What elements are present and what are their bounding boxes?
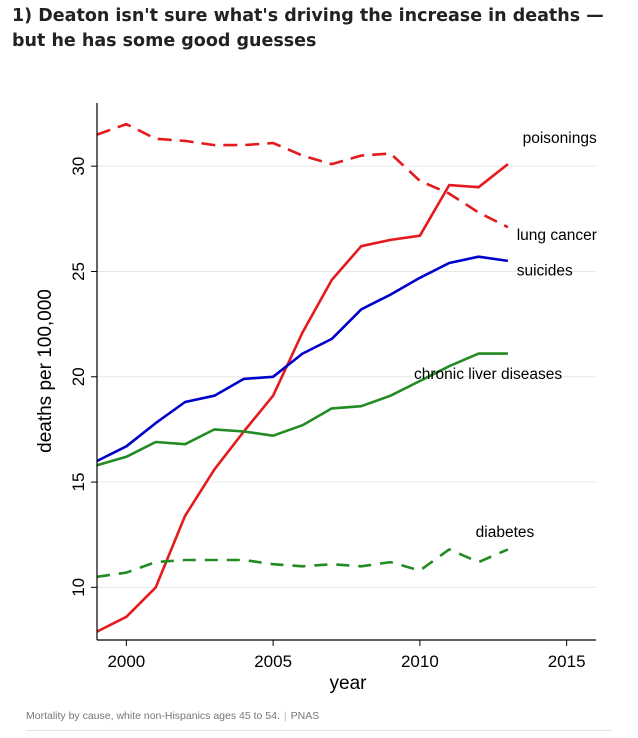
axis-ticks: 10 15 20 25 30 2000 2005 2010 2015 [69, 157, 586, 671]
annotation-suicides: suicides [517, 263, 573, 280]
x-tick-label: 2005 [254, 652, 292, 671]
series-line-lung-cancer [96, 122, 509, 229]
caption-separator: | [283, 710, 287, 722]
series-line-chronic-liver-diseases [96, 352, 508, 467]
x-axis-title: year [330, 673, 368, 694]
caption-source: PNAS [290, 710, 320, 722]
caption-divider [26, 730, 612, 731]
y-tick-label: 25 [69, 262, 88, 281]
series-line-poisonings [96, 163, 509, 633]
caption-text: Mortality by cause, white non-Hispanics … [26, 710, 280, 722]
x-tick-label: 2000 [107, 652, 145, 671]
headline: 1) Deaton isn't sure what's driving the … [12, 4, 626, 54]
gridlines [97, 165, 596, 588]
x-tick-label: 2010 [401, 652, 439, 671]
annotation-lung-cancer: lung cancer [517, 227, 597, 244]
series-line-suicides [96, 255, 509, 463]
annotation-diabetes: diabetes [476, 524, 535, 541]
headline-line-2: but he has some good guesses [12, 31, 317, 51]
chart-caption: Mortality by cause, white non-Hispanics … [26, 710, 319, 722]
y-tick-label: 30 [69, 157, 88, 176]
axes [96, 103, 596, 641]
headline-line-1: 1) Deaton isn't sure what's driving the … [12, 6, 604, 26]
annotation-poisonings: poisonings [523, 130, 597, 147]
y-tick-label: 20 [69, 367, 88, 386]
x-tick-label: 2015 [548, 652, 586, 671]
y-tick-label: 10 [69, 578, 88, 597]
mortality-line-chart: 10 15 20 25 30 2000 2005 2010 2015 poisonings lun… [35, 103, 597, 694]
series-lines [96, 122, 509, 633]
series-line-diabetes [96, 548, 509, 579]
annotation-chronic-liver-diseases: chronic liver diseases [414, 366, 562, 383]
series-annotations: poisonings lung cancer suicides chronic liv… [414, 130, 597, 541]
y-axis-title: deaths per 100,000 [35, 289, 56, 453]
y-tick-label: 15 [69, 473, 88, 492]
